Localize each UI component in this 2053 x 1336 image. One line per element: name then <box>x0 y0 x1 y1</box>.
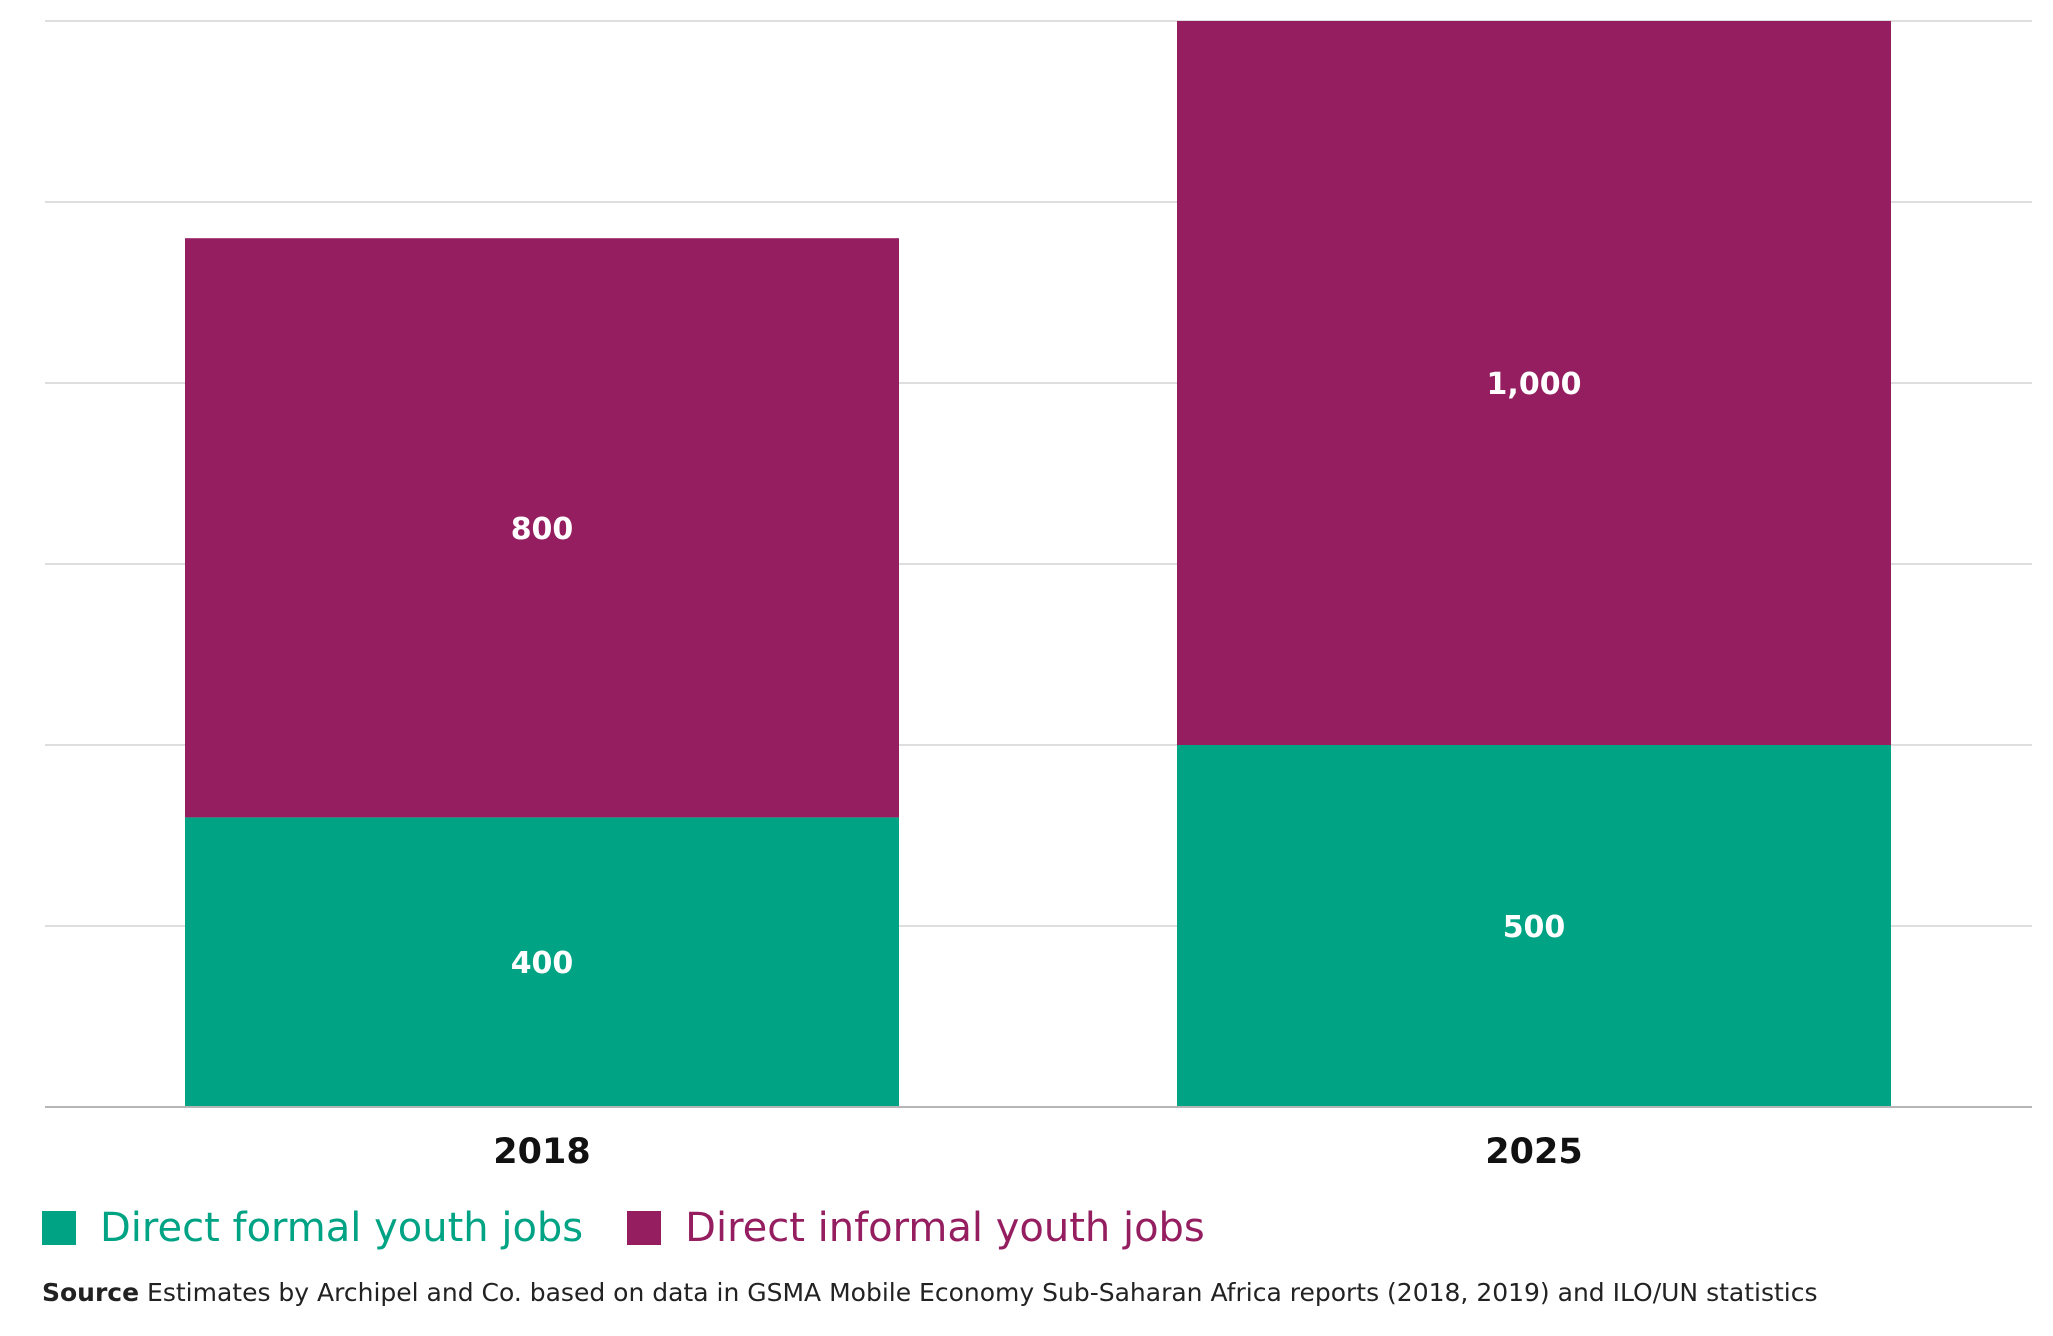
bar-label-informal-2025: 1,000 <box>1487 367 1582 402</box>
legend-swatch-informal <box>627 1211 662 1245</box>
x-tick-label-2025: 2025 <box>1485 1132 1582 1172</box>
x-tick-labels: 2018 2025 <box>493 1132 1582 1172</box>
bar-informal-2018 <box>185 238 899 818</box>
source-prefix: Source <box>42 1278 140 1307</box>
bars <box>185 21 1891 1107</box>
legend: Direct formal youth jobs Direct informal… <box>42 1205 1249 1251</box>
x-tick-label-2018: 2018 <box>493 1132 590 1172</box>
legend-item-informal: Direct informal youth jobs <box>627 1205 1205 1251</box>
legend-label-formal: Direct formal youth jobs <box>100 1205 584 1251</box>
bar-labels: 400 800 500 1,000 <box>511 367 1582 981</box>
legend-swatch-formal <box>42 1211 76 1245</box>
source-text: Estimates by Archipel and Co. based on d… <box>139 1278 1818 1307</box>
bar-formal-2025 <box>1177 745 1891 1107</box>
source-note: Source Estimates by Archipel and Co. bas… <box>42 1278 1818 1307</box>
bar-label-formal-2025: 500 <box>1503 910 1566 945</box>
bar-formal-2018 <box>185 817 899 1107</box>
bar-label-formal-2018: 400 <box>511 946 574 981</box>
legend-label-informal: Direct informal youth jobs <box>685 1205 1205 1251</box>
legend-item-formal: Direct formal youth jobs <box>42 1205 583 1251</box>
bar-informal-2025 <box>1177 21 1891 745</box>
bar-label-informal-2018: 800 <box>511 512 574 547</box>
